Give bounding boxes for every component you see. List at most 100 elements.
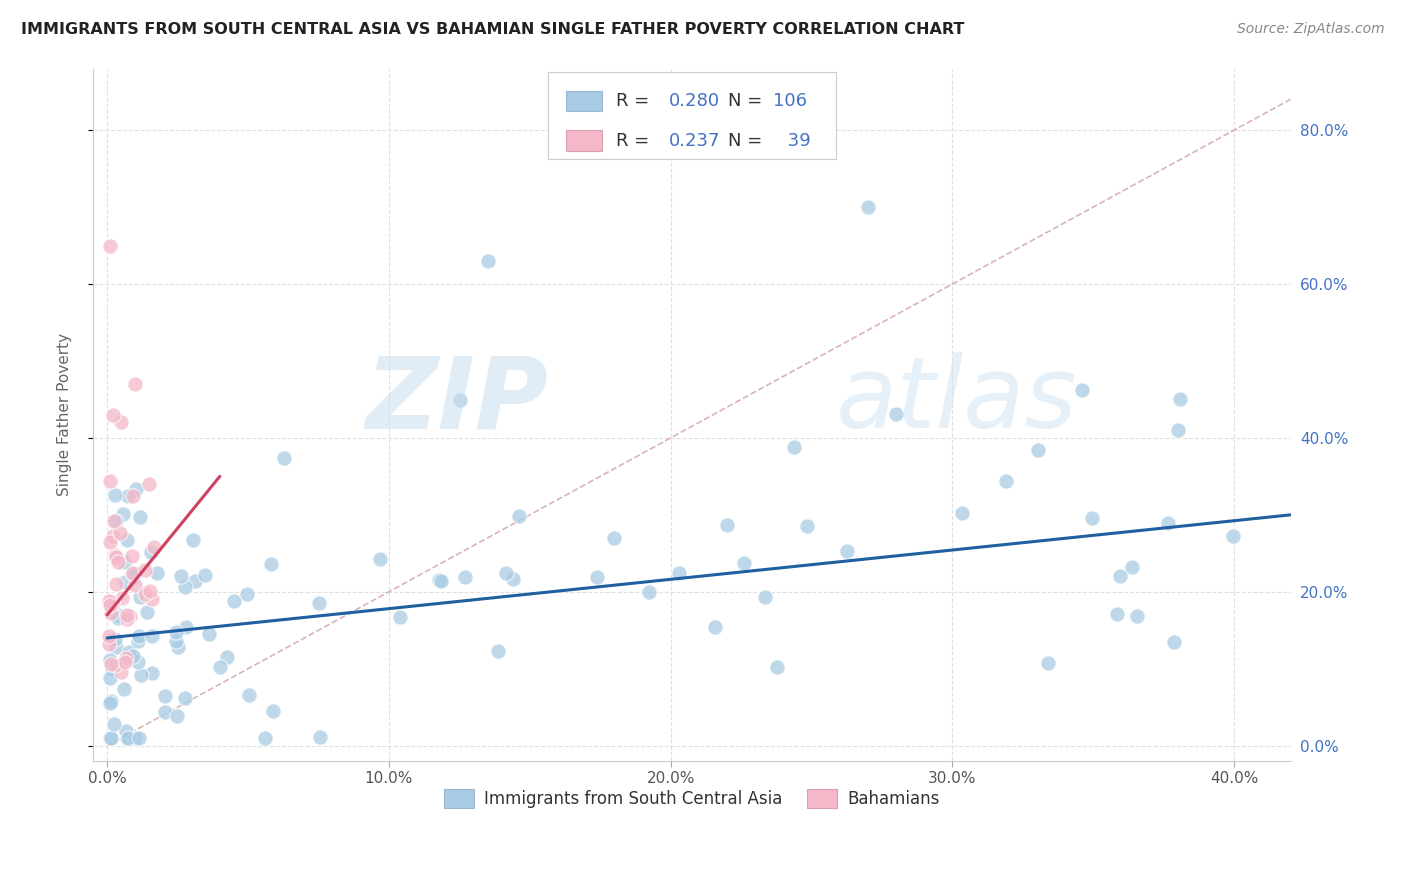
Point — [100, 731, 122, 745]
Point — [155, 705, 177, 719]
Point — [1081, 511, 1104, 525]
Point — [107, 555, 129, 569]
Point — [107, 611, 129, 625]
Text: N =: N = — [728, 132, 768, 150]
Point — [602, 531, 624, 545]
Point — [104, 550, 127, 565]
Point — [495, 566, 517, 580]
Point — [585, 569, 607, 583]
Point — [104, 640, 127, 655]
Text: R =: R = — [616, 92, 655, 110]
Point — [273, 451, 295, 466]
Point — [754, 590, 776, 604]
Point — [1026, 443, 1049, 458]
Point — [449, 392, 471, 407]
Point — [638, 585, 661, 599]
Point — [166, 708, 188, 723]
Point — [1222, 529, 1244, 543]
FancyBboxPatch shape — [567, 91, 602, 112]
Point — [139, 584, 162, 599]
Point — [153, 690, 176, 704]
Point — [262, 705, 284, 719]
Point — [98, 671, 121, 685]
Point — [165, 633, 187, 648]
Point — [368, 552, 391, 566]
Point — [1109, 569, 1132, 583]
Legend: Immigrants from South Central Asia, Bahamians: Immigrants from South Central Asia, Baha… — [437, 782, 946, 815]
Point — [124, 731, 146, 745]
Point — [98, 696, 121, 710]
Point — [141, 666, 163, 681]
Point — [183, 574, 205, 588]
Point — [170, 569, 193, 583]
Point — [308, 730, 330, 744]
Point — [98, 653, 121, 667]
Point — [260, 558, 283, 572]
Point — [121, 549, 143, 563]
Point — [103, 597, 125, 611]
Point — [112, 681, 135, 696]
Point — [1036, 657, 1059, 671]
Point — [238, 688, 260, 702]
Point — [766, 660, 789, 674]
Point — [120, 608, 142, 623]
Point — [143, 541, 166, 555]
Point — [100, 694, 122, 708]
Point — [236, 587, 259, 601]
Point — [796, 519, 818, 533]
Point — [141, 592, 163, 607]
Point — [100, 731, 122, 745]
Text: N =: N = — [728, 92, 768, 110]
Text: Source: ZipAtlas.com: Source: ZipAtlas.com — [1237, 22, 1385, 37]
Point — [110, 416, 132, 430]
Point — [111, 507, 134, 521]
Point — [703, 620, 725, 634]
Point — [122, 648, 145, 663]
Point — [138, 477, 160, 491]
Point — [97, 629, 120, 643]
Point — [108, 526, 131, 541]
Point — [167, 640, 190, 655]
Point — [994, 474, 1017, 488]
Point — [103, 514, 125, 528]
Point — [139, 545, 162, 559]
Point — [98, 474, 121, 488]
Point — [105, 577, 128, 591]
Point — [222, 594, 245, 608]
Point — [124, 578, 146, 592]
Point — [103, 658, 125, 673]
Point — [856, 200, 879, 214]
Text: R =: R = — [616, 132, 655, 150]
FancyBboxPatch shape — [548, 72, 835, 159]
Point — [129, 510, 152, 524]
Point — [135, 605, 157, 619]
Point — [668, 566, 690, 580]
Point — [110, 665, 132, 680]
Point — [884, 408, 907, 422]
Point — [146, 566, 169, 580]
Point — [1126, 608, 1149, 623]
Point — [181, 533, 204, 547]
Point — [121, 567, 143, 582]
Point — [308, 597, 330, 611]
Point — [427, 574, 450, 588]
Point — [101, 529, 124, 543]
Point — [114, 724, 136, 739]
Point — [115, 607, 138, 622]
Point — [112, 556, 135, 570]
Point — [1167, 423, 1189, 437]
Point — [1121, 560, 1143, 574]
Point — [114, 651, 136, 665]
Point — [107, 607, 129, 622]
Point — [254, 731, 277, 745]
Point — [174, 690, 197, 705]
Point — [837, 543, 859, 558]
Point — [98, 598, 121, 612]
Point — [100, 606, 122, 620]
Point — [115, 731, 138, 745]
Point — [209, 660, 232, 674]
Point — [101, 408, 124, 422]
Point — [129, 590, 152, 604]
Text: 0.280: 0.280 — [669, 92, 720, 110]
Point — [115, 612, 138, 626]
